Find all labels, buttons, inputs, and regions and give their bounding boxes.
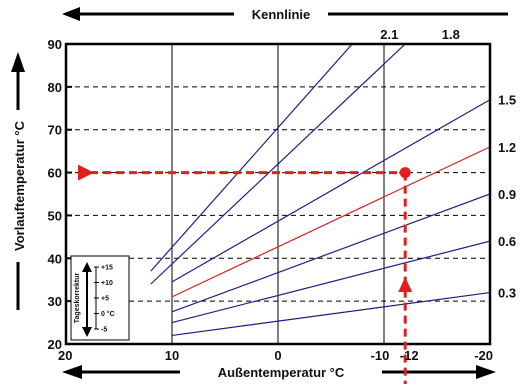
x-tick-20: 20	[58, 348, 72, 363]
y-tick-labels: 20 30 40 50 60 70 80 90	[48, 37, 72, 352]
plot-frame	[64, 42, 492, 346]
tageskorrektur-inset: Tageskorrektur +15 +10 +5 0 °C -5	[70, 255, 130, 341]
curve-0-6	[171, 240, 490, 324]
inset-scale-label-10: +10	[101, 280, 113, 287]
curve-label-1-2: 1.2	[498, 140, 516, 155]
curve-2-1	[150, 44, 353, 272]
y-tick-40: 40	[48, 251, 62, 266]
curves	[150, 44, 490, 337]
curve-label-1-8: 1.8	[442, 27, 460, 42]
inset-box	[70, 255, 130, 341]
x-axis-title-group: Außentemperatur °C	[62, 365, 496, 380]
curve-1-2	[171, 146, 490, 298]
chart-title: Kennlinie	[252, 7, 311, 22]
y-tick-80: 80	[48, 80, 62, 95]
y-tick-60: 60	[48, 166, 62, 181]
curve-labels: 2.1 1.8 1.5 1.2 0.9 0.6 0.3	[380, 27, 516, 301]
x-tick-m10: -10	[371, 348, 390, 363]
kennlinie-header: Kennlinie	[62, 7, 508, 22]
y-tick-50: 50	[48, 208, 62, 223]
inset-scale-label-0: 0 °C	[101, 310, 115, 318]
y-tick-70: 70	[48, 123, 62, 138]
x-tick-labels: 20 10 0 -10 -12 -20	[58, 348, 493, 363]
x-tick-0: 0	[274, 348, 281, 363]
y-tick-30: 30	[48, 294, 62, 309]
curve-label-2-1: 2.1	[380, 27, 398, 42]
x-tick-10: 10	[165, 348, 179, 363]
grid	[66, 44, 490, 344]
guide-arrow-right	[78, 164, 94, 181]
curve-label-1-5: 1.5	[498, 93, 516, 108]
curve-0-3	[171, 291, 490, 337]
y-tick-90: 90	[48, 37, 62, 52]
operating-point-guides	[78, 164, 413, 384]
curve-label-0-9: 0.9	[498, 187, 516, 202]
inset-scale-label-5: +5	[101, 296, 109, 303]
curve-1-8	[150, 44, 406, 285]
curve-1-5	[171, 99, 490, 283]
curve-label-0-6: 0.6	[498, 234, 516, 249]
inset-title: Tageskorrektur	[74, 273, 81, 324]
inset-scale-label-15: +15	[101, 265, 113, 272]
curve-0-9	[171, 193, 490, 313]
guide-arrow-up	[398, 277, 413, 292]
x-tick-m12: -12	[400, 348, 419, 363]
x-axis-label: Außentemperatur °C	[218, 365, 345, 380]
inset-scale-label-m5: -5	[101, 327, 107, 334]
y-axis-label: Vorlauftemperatur °C	[12, 120, 27, 251]
operating-point	[399, 167, 411, 179]
inset-arrow-down	[82, 327, 92, 337]
curve-label-0-3: 0.3	[498, 286, 516, 301]
y-tick-20: 20	[48, 337, 62, 352]
y-axis-title-group: Vorlauftemperatur °C	[11, 52, 27, 310]
inset-arrow-up	[82, 262, 92, 272]
x-tick-m20: -20	[474, 348, 493, 363]
